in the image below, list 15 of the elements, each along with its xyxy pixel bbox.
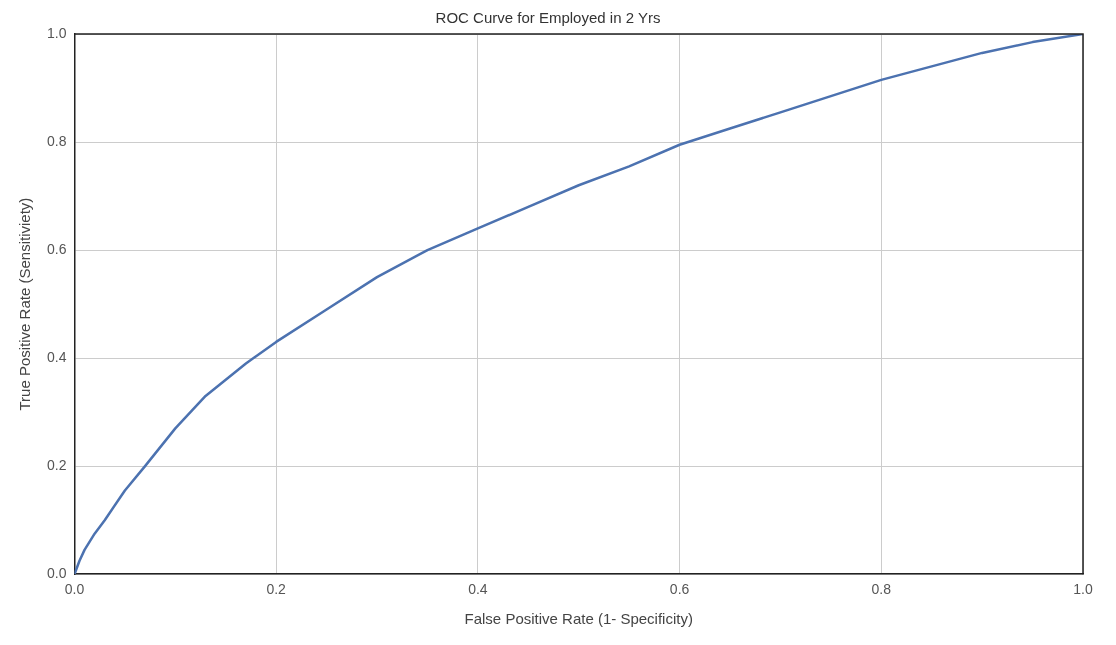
y-axis-title: True Positive Rate (Sensitiviety) [16, 197, 34, 411]
x-tick-label: 0.4 [468, 581, 488, 598]
y-tick-label: 0.0 [46, 565, 67, 582]
x-tick-label: 0.6 [669, 581, 690, 598]
chart-title: ROC Curve for Employed in 2 Yrs [435, 9, 661, 27]
x-tick-label: 1.0 [1073, 581, 1093, 598]
y-tick-label: 1.0 [46, 24, 67, 41]
y-tick-label: 0.4 [46, 348, 67, 365]
x-axis-title: False Positive Rate (1- Specificity) [464, 610, 693, 628]
x-tick-label: 0.2 [266, 581, 287, 598]
y-tick-label: 0.2 [46, 457, 67, 474]
y-tick-label: 0.8 [46, 132, 67, 149]
x-tick-label: 0.8 [871, 581, 892, 598]
y-tick-label: 0.6 [46, 240, 67, 257]
x-tick-label: 0.0 [64, 581, 85, 598]
